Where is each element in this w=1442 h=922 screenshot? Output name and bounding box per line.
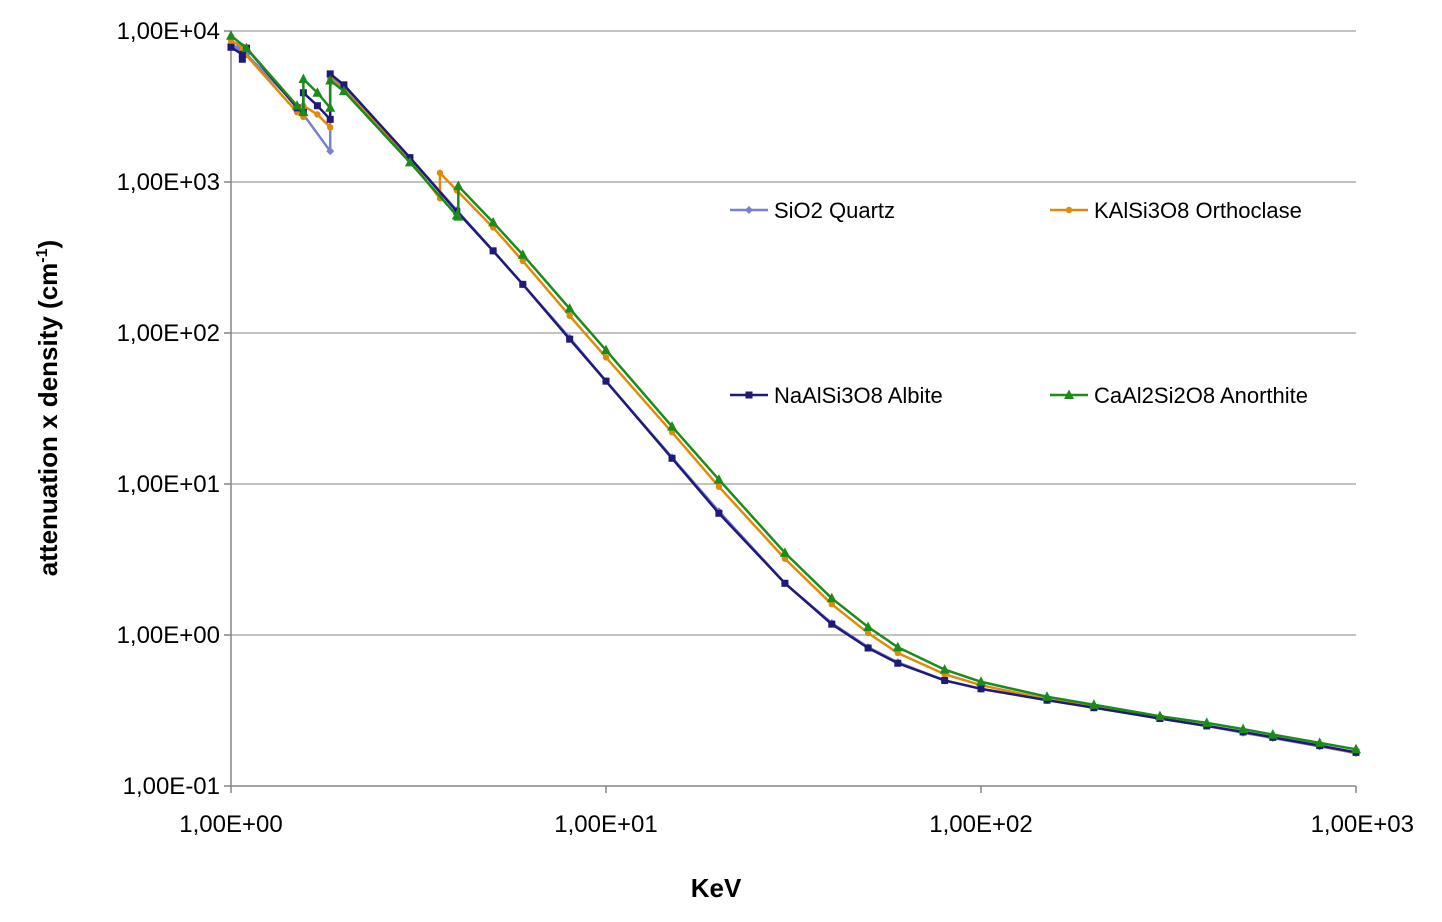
data-point (1351, 743, 1361, 754)
x-tick-label: 1,00E+03 (1311, 811, 1414, 838)
x-axis-title: KeV (691, 873, 742, 903)
legend-entry: NaAlSi3O8 Albite (730, 383, 943, 408)
data-point (436, 169, 444, 177)
data-point (313, 102, 321, 110)
data-point (238, 50, 246, 58)
data-point (864, 629, 872, 637)
y-tick-label: 1,00E+00 (117, 622, 220, 649)
y-axis-title-superscript: -1 (34, 248, 51, 262)
data-point (519, 280, 527, 288)
data-point (488, 216, 499, 227)
data-point (566, 335, 574, 343)
data-point (939, 664, 950, 674)
data-point (941, 676, 949, 684)
data-point (715, 483, 723, 490)
series-3 (226, 30, 1361, 754)
data-point (1267, 729, 1278, 739)
data-point (781, 579, 789, 587)
legend-swatch-marker (745, 206, 753, 214)
data-point (828, 600, 835, 608)
data-point (668, 454, 676, 462)
legend-swatch-marker (1064, 389, 1074, 399)
data-point (338, 85, 349, 96)
data-point (326, 115, 334, 123)
legend-swatch-marker (1065, 206, 1073, 214)
data-point (564, 303, 575, 313)
data-point (517, 249, 528, 259)
data-point (238, 55, 246, 63)
legend-label: KAlSi3O8 Orthoclase (1094, 198, 1302, 223)
data-point (566, 312, 573, 319)
gridlines (231, 30, 1356, 636)
y-axis-title-close: ) (33, 240, 63, 249)
data-point (601, 344, 611, 355)
data-point (715, 509, 723, 517)
data-point (325, 102, 336, 112)
data-point (781, 555, 789, 562)
legend-swatch-marker (745, 391, 753, 399)
data-point (894, 649, 902, 657)
data-point (519, 257, 527, 265)
data-point (326, 147, 335, 156)
data-point (828, 620, 836, 628)
data-point (298, 106, 309, 117)
data-point (668, 429, 676, 436)
data-point (453, 180, 464, 191)
y-tick-label: 1,00E+02 (117, 320, 220, 347)
data-point (1238, 723, 1249, 734)
legend-entry: SiO2 Quartz (730, 198, 895, 223)
legend-label: SiO2 Quartz (774, 198, 895, 223)
data-point (453, 211, 464, 221)
y-tick-label: 1,00E+03 (117, 169, 220, 196)
legend-label: NaAlSi3O8 Albite (774, 383, 943, 408)
legend-entry: KAlSi3O8 Orthoclase (1050, 198, 1302, 223)
y-axis-title-main: attenuation x density (cm (33, 263, 63, 577)
data-point (404, 156, 415, 167)
data-point (298, 73, 309, 84)
data-point (314, 111, 321, 118)
data-point (227, 43, 235, 51)
data-point (602, 354, 610, 361)
data-point (863, 621, 874, 631)
data-point (327, 124, 334, 131)
data-point (864, 644, 872, 652)
data-point (976, 676, 986, 686)
data-point (489, 247, 497, 255)
data-point (226, 30, 236, 40)
data-point (779, 547, 790, 557)
data-point (977, 685, 985, 693)
data-point (340, 81, 348, 89)
series-lines (226, 30, 1361, 758)
y-tick-label: 1,00E-01 (123, 773, 220, 800)
y-axis-title: attenuation x density (cm-1) (33, 240, 63, 576)
x-tick-label: 1,00E+00 (179, 811, 282, 838)
data-point (1042, 691, 1053, 701)
data-point (1088, 699, 1099, 709)
data-point (713, 474, 724, 484)
data-point (325, 75, 336, 85)
data-point (241, 42, 252, 53)
axes (224, 30, 1357, 793)
x-tick-label: 1,00E+01 (554, 811, 657, 838)
legend: SiO2 Quartz KAlSi3O8 Orthoclase NaAlSi3O8 … (730, 198, 1308, 408)
data-point (892, 641, 903, 652)
data-point (826, 592, 837, 603)
data-point (1154, 710, 1165, 721)
data-point (1201, 717, 1212, 727)
tick-labels: 1,00E-01 1,00E+00 1,00E+01 1,00E+02 1,00E+03… (117, 18, 1414, 838)
legend-entry: CaAl2Si2O8 Anorthite (1050, 383, 1308, 408)
data-point (312, 87, 323, 97)
data-point (1314, 737, 1325, 747)
data-point (602, 377, 610, 385)
y-tick-label: 1,00E+01 (117, 471, 220, 498)
y-tick-label: 1,00E+04 (117, 18, 220, 45)
x-tick-label: 1,00E+02 (929, 811, 1032, 838)
data-point (667, 421, 678, 431)
data-point (894, 659, 902, 667)
legend-label: CaAl2Si2O8 Anorthite (1094, 383, 1308, 408)
data-point (326, 70, 334, 78)
data-point (292, 100, 303, 110)
